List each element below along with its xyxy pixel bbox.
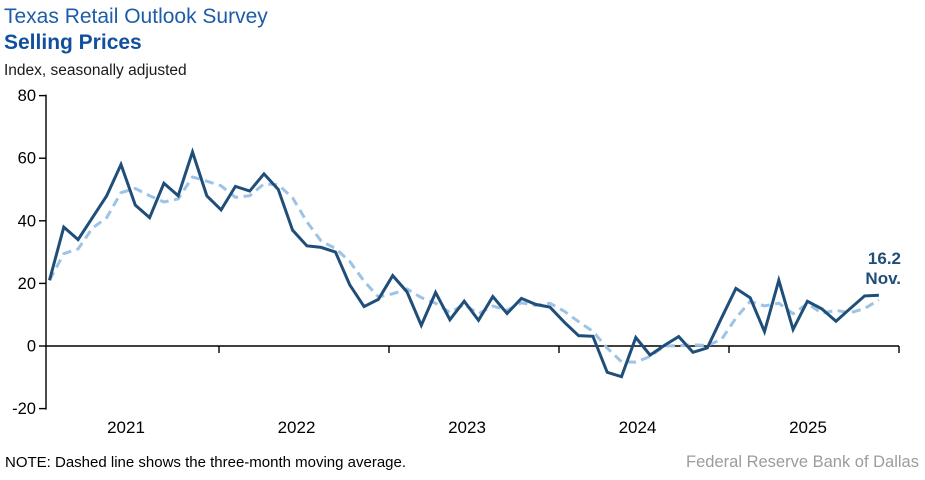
y-axis-unit-label: Index, seasonally adjusted [4, 62, 187, 79]
footnote: NOTE: Dashed line shows the three-month … [5, 454, 407, 471]
y-axis-tick-label: 20 [18, 275, 36, 293]
x-axis-year-label: 2021 [107, 418, 145, 437]
last-month-annotation: Nov. [865, 269, 901, 288]
selling-prices-line [48, 147, 879, 379]
source-attribution: Federal Reserve Bank of Dallas [686, 453, 919, 471]
y-axis-tick-label: 0 [27, 338, 36, 356]
moving-average-line [48, 175, 880, 364]
page-title: Texas Retail Outlook Survey [4, 5, 268, 28]
last-value-annotation: 16.2 [868, 249, 901, 268]
x-axis-year-label: 2024 [619, 418, 657, 437]
y-axis-tick-label: 40 [18, 212, 36, 230]
y-axis-tick-label: 60 [18, 150, 36, 168]
x-axis-year-label: 2023 [448, 418, 486, 437]
x-axis-year-label: 2025 [789, 418, 827, 437]
y-axis-tick-label: -20 [12, 400, 36, 418]
chart-subtitle: Selling Prices [4, 31, 142, 54]
y-axis-tick-label: 80 [18, 87, 36, 105]
x-axis-year-label: 2022 [278, 418, 316, 437]
